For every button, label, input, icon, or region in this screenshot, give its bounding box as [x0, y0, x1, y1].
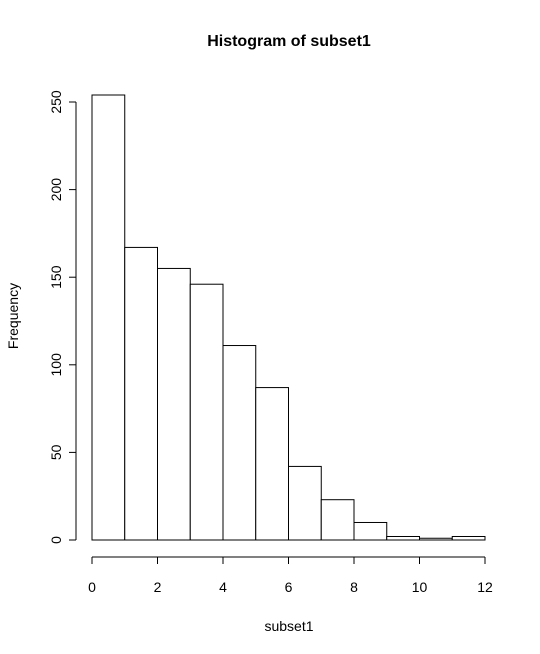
histogram-bar-1-2 [124, 246, 158, 541]
x-tick-label-4: 4 [219, 579, 227, 595]
histogram-bar-8-9 [353, 521, 388, 541]
y-axis-label: Frequency [5, 283, 21, 349]
y-tick-label-100: 100 [48, 353, 64, 377]
y-tick-label-150: 150 [48, 265, 64, 289]
x-tick-label-6: 6 [285, 579, 293, 595]
histogram-bar-7-8 [320, 499, 355, 541]
y-tick-label-250: 250 [48, 90, 64, 114]
x-tick-label-12: 12 [477, 579, 493, 595]
y-axis: 0 50 100 150 200 250 [48, 90, 77, 544]
x-tick-label-0: 0 [88, 579, 96, 595]
x-axis: 0 2 4 6 8 10 12 [88, 556, 493, 595]
y-tick-label-0: 0 [48, 536, 64, 544]
histogram-bar-6-7 [288, 465, 322, 541]
y-tick-label-200: 200 [48, 178, 64, 202]
histogram-bar-9-10 [386, 535, 420, 541]
x-tick-label-10: 10 [412, 579, 428, 595]
histogram-bar-5-6 [255, 387, 289, 541]
histogram-bar-11-12 [451, 535, 486, 541]
histogram-bar-0-1 [91, 94, 126, 541]
x-tick-label-2: 2 [154, 579, 162, 595]
y-tick-label-50: 50 [48, 444, 64, 460]
histogram-bar-3-4 [189, 283, 224, 541]
histogram-bar-10-11 [419, 537, 453, 541]
histogram-bar-4-5 [222, 345, 257, 541]
histogram-bar-2-3 [157, 267, 191, 541]
bars-group [91, 94, 486, 541]
x-tick-label-8: 8 [350, 579, 358, 595]
chart-title: Histogram of subset1 [207, 33, 371, 50]
x-axis-label: subset1 [264, 618, 313, 634]
